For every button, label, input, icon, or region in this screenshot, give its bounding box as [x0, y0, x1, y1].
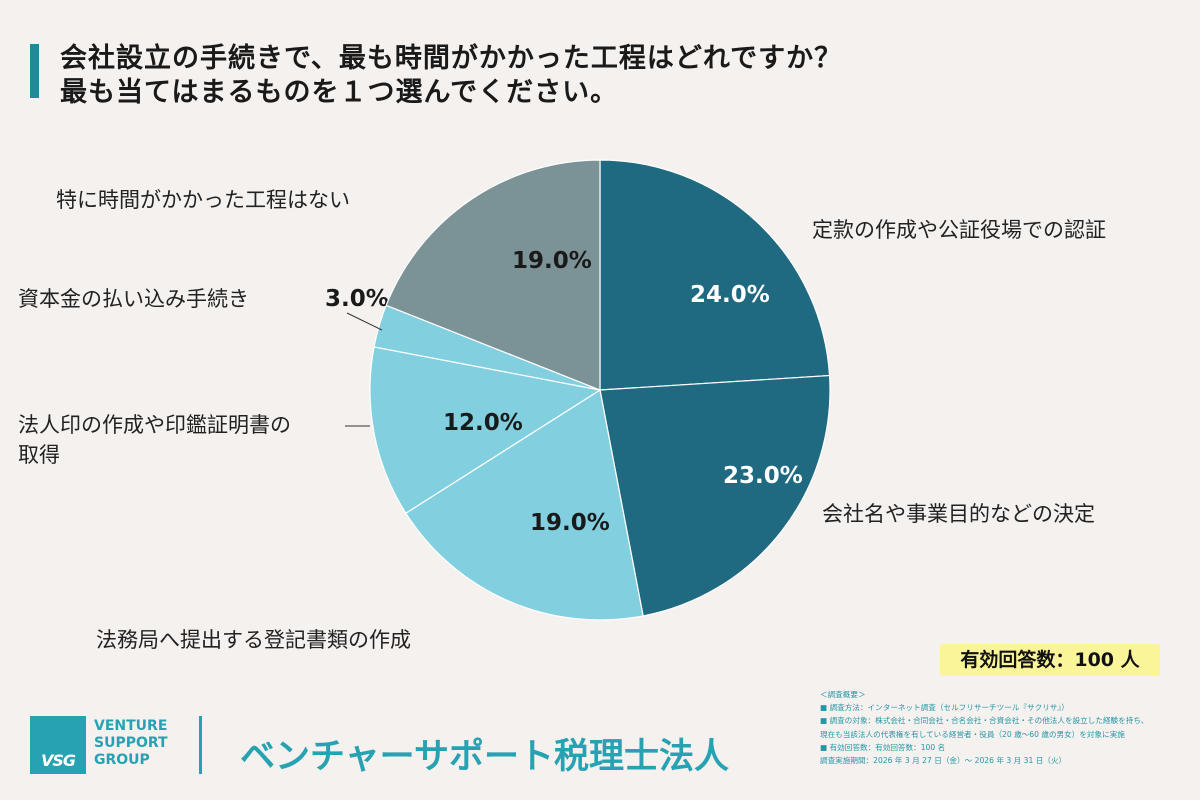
- survey-notes-line: 調査実施期間：2026 年 3 月 27 日（金）〜 2026 年 3 月 31…: [820, 756, 1067, 766]
- pie-slice: [599, 374, 831, 617]
- survey-notes-line: 現在も当該法人の代表権を有している経営者・役員（20 歳〜60 歳の男女）を対象…: [820, 729, 1125, 739]
- pie-slice: [385, 159, 601, 391]
- title-accent-bar: [30, 44, 39, 98]
- vsg-logo-mark: VSG: [40, 751, 76, 770]
- survey-notes-line: ■ 調査の対象：株式会社・合同会社・合名会社・合資会社・その他法人を設立した経験…: [820, 716, 1149, 726]
- leader-line: [346, 312, 383, 331]
- logo-divider: [199, 716, 202, 774]
- survey-notes-heading: ＜調査概要＞: [820, 690, 866, 699]
- slice-value-label: 12.0%: [443, 410, 523, 436]
- slice-category-label: 法務局へ提出する登記書類の作成: [96, 628, 411, 652]
- slice-value-label: 3.0%: [325, 286, 389, 312]
- response-count-badge: 有効回答数：100 人: [940, 644, 1160, 676]
- logo-word: SUPPORT: [94, 735, 168, 751]
- slice-category-label: 特に時間がかかった工程はない: [56, 188, 350, 212]
- logo-word: VENTURE: [94, 718, 168, 734]
- pie-slice: [599, 159, 831, 391]
- slice-category-label: 会社名や事業目的などの決定: [822, 502, 1095, 526]
- slice-value-label: 19.0%: [530, 510, 610, 536]
- survey-notes: ＜調査概要＞ ■ 調査方法：インターネット調査（セルフリサーチツール『サクリサ』…: [820, 688, 1149, 767]
- slice-category-label: 定款の作成や公証役場での認証: [812, 218, 1106, 242]
- slice-category-label: 資本金の払い込み手続き: [18, 287, 249, 311]
- pie-slice: [404, 389, 644, 621]
- slice-value-label: 23.0%: [723, 463, 803, 489]
- slice-category-label: 法人印の作成や印鑑証明書の取得: [18, 413, 291, 467]
- slice-value-label: 24.0%: [690, 282, 770, 308]
- slice-value-label: 19.0%: [512, 248, 592, 274]
- pie-slice: [369, 346, 602, 515]
- chart-title-line-2: 最も当てはまるものを１つ選んでください。: [60, 77, 619, 108]
- survey-notes-line: ■ 有効回答数：有効回答数：100 名: [820, 742, 946, 752]
- survey-notes-line: ■ 調査方法：インターネット調査（セルフリサーチツール『サクリサ』）: [820, 703, 1069, 713]
- chart-title-line-1: 会社設立の手続きで、最も時間がかかった工程はどれですか？: [60, 43, 843, 74]
- logo-word: GROUP: [94, 752, 150, 768]
- logo-words: VENTURE SUPPORT GROUP: [94, 718, 168, 769]
- vsg-logo: VSG: [30, 716, 86, 774]
- firm-name: ベンチャーサポート税理士法人: [240, 737, 729, 777]
